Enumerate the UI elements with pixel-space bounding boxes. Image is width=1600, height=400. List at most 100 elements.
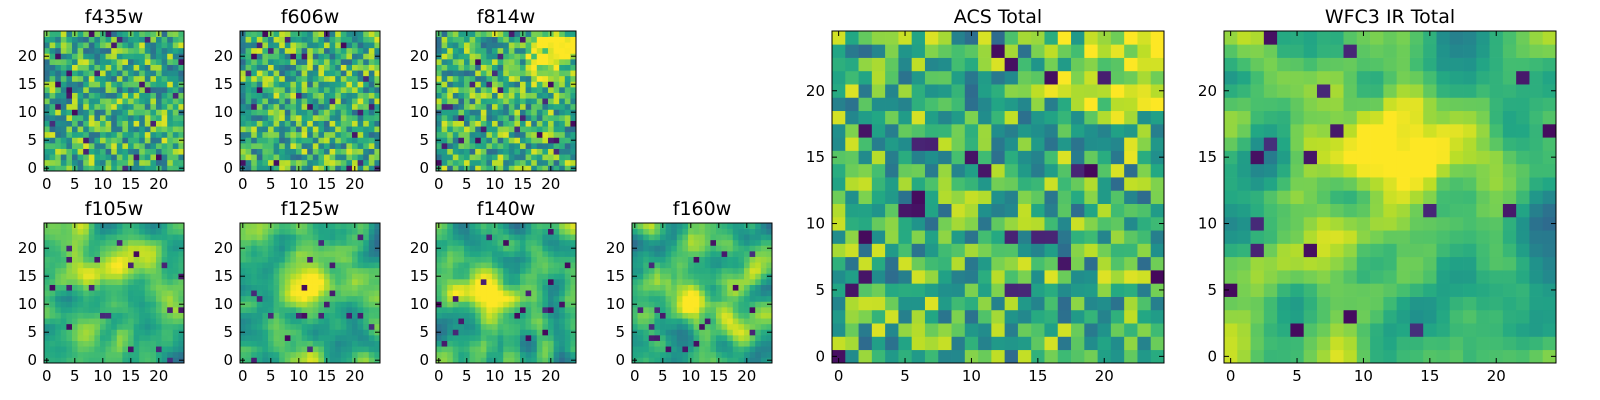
heatmap-cell: [531, 284, 538, 291]
heatmap-cell: [738, 223, 745, 229]
heatmap-cell: [100, 251, 106, 257]
heatmap-cell: [553, 251, 560, 257]
panel-title: f606w: [281, 6, 340, 28]
heatmap-cell: [296, 53, 302, 60]
heatmap-cell: [111, 154, 118, 161]
heatmap-cell: [1137, 309, 1152, 324]
heatmap-cell: [340, 59, 347, 65]
heatmap-cell: [1084, 203, 1098, 218]
heatmap-cell: [172, 70, 179, 77]
heatmap-cell: [514, 98, 521, 105]
heatmap-cell: [122, 223, 129, 229]
heatmap-cell: [497, 223, 504, 229]
heatmap-cell: [100, 346, 106, 353]
heatmap-cell: [464, 351, 470, 358]
heatmap-cell: [480, 47, 487, 54]
heatmap-cell: [144, 87, 151, 93]
heatmap-cell: [374, 228, 381, 235]
heatmap-cell: [357, 115, 364, 121]
heatmap-cell: [268, 262, 274, 269]
heatmap-cell: [1057, 336, 1072, 351]
heatmap-cell: [570, 70, 577, 77]
heatmap-cell: [497, 290, 504, 297]
heatmap-cell: [845, 336, 859, 351]
heatmap-cell: [301, 31, 308, 37]
heatmap-cell: [704, 256, 711, 263]
heatmap-cell: [648, 234, 655, 241]
heatmap-cell: [1031, 296, 1045, 311]
heatmap-cell: [542, 234, 549, 241]
heatmap-cell: [760, 318, 767, 325]
heatmap-cell: [911, 243, 926, 258]
heatmap-cell: [273, 159, 280, 166]
heatmap-cell: [156, 47, 162, 54]
heatmap-cell: [312, 115, 319, 121]
heatmap-cell: [307, 87, 314, 93]
heatmap-cell: [111, 36, 118, 43]
heatmap-cell: [167, 159, 174, 166]
heatmap-cell: [49, 357, 56, 364]
heatmap-cell: [122, 234, 129, 241]
heatmap-cell: [156, 245, 162, 252]
heatmap-cell: [548, 346, 554, 353]
heatmap-cell: [301, 42, 308, 49]
heatmap-cell: [329, 262, 336, 269]
heatmap-cell: [307, 228, 314, 235]
heatmap-cell: [83, 64, 90, 71]
heatmap-cell: [738, 234, 745, 241]
heatmap-cell: [133, 64, 140, 71]
heatmap-cell: [66, 262, 73, 269]
heatmap-cell: [978, 336, 992, 351]
heatmap-cell: [570, 340, 577, 347]
heatmap-cell: [1150, 243, 1165, 258]
heatmap-cell: [497, 329, 504, 336]
heatmap-cell: [1071, 283, 1085, 297]
heatmap-cell: [352, 340, 358, 347]
heatmap-cell: [83, 267, 90, 274]
heatmap-cell: [452, 295, 459, 302]
heatmap-cell: [637, 223, 644, 229]
heatmap-cell: [105, 103, 112, 110]
heatmap-cell: [363, 251, 370, 257]
heatmap-cell: [251, 279, 258, 285]
heatmap-cell: [486, 329, 493, 336]
heatmap-cell: [340, 148, 347, 155]
heatmap-cell: [340, 36, 347, 43]
heatmap-cell: [654, 284, 661, 291]
heatmap-cell: [172, 267, 179, 274]
heatmap-cell: [525, 87, 532, 93]
heatmap-cell: [553, 126, 560, 133]
heatmap-cell: [738, 295, 745, 302]
heatmap-cell: [363, 357, 370, 364]
heatmap-cell: [898, 296, 913, 311]
heatmap-cell: [542, 36, 549, 43]
heatmap-cell: [55, 279, 62, 285]
heatmap-cell: [441, 273, 448, 280]
heatmap-cell: [1097, 177, 1112, 191]
heatmap-cell: [251, 335, 258, 341]
heatmap-cell: [60, 81, 67, 88]
heatmap-cell: [72, 256, 78, 263]
heatmap-cell: [693, 239, 700, 246]
heatmap-cell: [251, 165, 258, 172]
heatmap-cell: [116, 228, 123, 235]
heatmap-cell: [654, 307, 661, 313]
heatmap-cell: [480, 70, 487, 77]
heatmap-cell: [156, 36, 162, 43]
heatmap-cell: [49, 245, 56, 252]
heatmap-cell: [268, 335, 274, 341]
heatmap-cell: [251, 81, 258, 88]
heatmap-cell: [475, 335, 482, 341]
heatmap-cell: [284, 75, 291, 82]
heatmap-cell: [105, 256, 112, 263]
heatmap-cell: [340, 228, 347, 235]
heatmap-cell: [290, 137, 297, 144]
heatmap-cell: [480, 256, 487, 263]
heatmap-cell: [128, 228, 134, 235]
heatmap-cell: [1071, 163, 1085, 178]
heatmap-cell: [139, 81, 146, 88]
heatmap-cell: [122, 301, 129, 308]
heatmap-cell: [699, 346, 706, 353]
heatmap-cell: [150, 357, 157, 364]
x-tick-label: 15: [121, 175, 140, 193]
